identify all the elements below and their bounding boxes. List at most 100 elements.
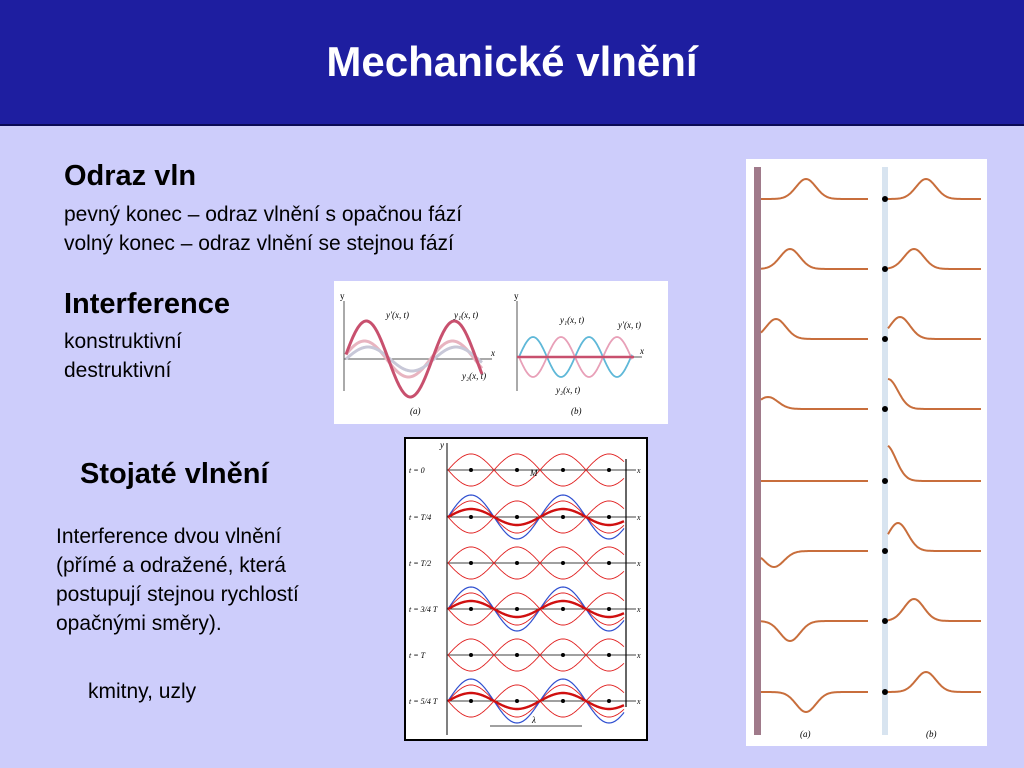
label-sum-a: y′(x, t) (385, 310, 409, 320)
string-fixed-end (761, 177, 868, 200)
free-end-ring (882, 478, 888, 484)
node-dot (515, 468, 519, 472)
standing-axis-x-label: x (636, 466, 641, 475)
standing-wave-figure: y x t = 0 x t = T/4 x t = T/2 x t = 3/4 T x t = T… (404, 437, 648, 741)
string-free-end (887, 597, 981, 622)
wave-incident (447, 546, 625, 580)
wave-incident (447, 684, 625, 718)
wave-reflected (447, 684, 625, 718)
reflection-figure: (a) (b) (746, 159, 987, 746)
wave-reflected (447, 592, 625, 626)
wave-resultant (447, 507, 625, 527)
time-label: t = 0 (409, 466, 425, 475)
node-dot (561, 468, 565, 472)
label-y1-b: y₁(x, t) (559, 315, 584, 325)
standing-desc-line3: postupují stejnou rychlostí (56, 583, 299, 606)
interference-figure: y x y′(x, t) y₁(x, t) y₂(x, t) (a) y x y… (334, 281, 668, 424)
label-y2-b: y₂(x, t) (555, 385, 580, 395)
string-fixed-end (760, 550, 868, 569)
node-dot (561, 699, 565, 703)
caption-a: (a) (410, 406, 421, 416)
wave-resultant-envelope (447, 586, 625, 632)
free-end-ring (882, 336, 888, 342)
node-dot (607, 653, 611, 657)
wave-reflected (447, 638, 625, 672)
wave-incident (447, 638, 625, 672)
wave-resultant-envelope (447, 678, 625, 724)
string-free-end (887, 378, 981, 410)
node-dot (561, 653, 565, 657)
reflection-caption-a: (a) (800, 729, 811, 739)
free-end-ring (882, 406, 888, 412)
standing-axis-x-label: x (636, 697, 641, 706)
node-dot (515, 561, 519, 565)
node-dot (561, 561, 565, 565)
time-label: t = T/4 (409, 513, 431, 522)
wave-incident (447, 453, 625, 487)
node-dot (561, 515, 565, 519)
time-label: t = 3/4 T (409, 605, 438, 614)
interference-item-constructive: konstruktivní (64, 330, 182, 353)
wave-sum-a (344, 319, 484, 399)
free-end-rod (882, 167, 888, 735)
caption-b: (b) (571, 406, 582, 416)
wave-y1-a (344, 339, 484, 379)
string-fixed-end (760, 317, 868, 340)
node-dot (469, 653, 473, 657)
axis-y-label-a: y (340, 291, 345, 301)
standing-rows: x t = 0 x t = T/4 x t = T/2 x t = 3/4 T x t = T x t… (409, 453, 641, 724)
standing-wave-svg: y x t = 0 x t = T/4 x t = T/2 x t = 3/4 T x t = T… (409, 440, 641, 735)
wave-reflected (447, 500, 625, 534)
standing-desc-line1: Interference dvou vlnění (56, 525, 282, 548)
time-label: t = T/2 (409, 559, 431, 568)
interference-item-destructive: destruktivní (64, 359, 172, 382)
wave-incident (447, 592, 625, 626)
string-free-end (887, 315, 981, 340)
reflection-caption-b: (b) (926, 729, 937, 739)
standing-desc-line2: (přímé a odražené, která (56, 554, 286, 577)
node-dot (469, 607, 473, 611)
reflection-heading: Odraz vln (64, 160, 197, 192)
standing-note: kmitny, uzly (88, 680, 197, 703)
label-y1-a: y₁(x, t) (453, 310, 478, 320)
standing-axis-y-label: y (439, 440, 444, 450)
fixed-end-wall (754, 167, 761, 735)
wave-reflected (447, 453, 625, 487)
node-dot (607, 607, 611, 611)
node-dot (607, 561, 611, 565)
standing-axis-x-label: x (636, 651, 641, 660)
point-m-label: M (529, 468, 538, 478)
wave-y2-a (344, 345, 483, 373)
label-y2-a: y₂(x, t) (461, 371, 486, 381)
wave-resultant (447, 691, 625, 711)
label-sum-b: y′(x, t) (617, 320, 641, 330)
wave-resultant-envelope (447, 494, 625, 540)
string-free-end (887, 247, 981, 270)
time-label: t = 5/4 T (409, 697, 438, 706)
node-dot (561, 607, 565, 611)
string-fixed-end (760, 620, 868, 643)
reflection-line-fixed: pevný konec – odraz vlnění s opačnou fáz… (64, 203, 463, 226)
free-end-ring (882, 196, 888, 202)
node-dot (515, 607, 519, 611)
node-dot (607, 468, 611, 472)
standing-axis-x-label: x (636, 559, 641, 568)
string-free-end (888, 177, 981, 200)
wave-reflected (447, 546, 625, 580)
interference-heading: Interference (64, 288, 231, 320)
reflection-svg: (a) (b) (754, 167, 981, 739)
standing-desc-line4: opačnými směry). (56, 612, 222, 635)
node-dot (607, 515, 611, 519)
free-end-ring (882, 618, 888, 624)
node-dot (515, 653, 519, 657)
title-bar: Mechanické vlnění (0, 0, 1024, 126)
node-dot (469, 561, 473, 565)
axis-y-label-b: y (514, 291, 519, 301)
node-dot (469, 468, 473, 472)
string-free-end (888, 670, 981, 693)
free-end-ring (882, 548, 888, 554)
node-dot (515, 699, 519, 703)
interference-figure-svg: y x y′(x, t) y₁(x, t) y₂(x, t) (a) y x y… (340, 291, 644, 416)
reflection-rows (760, 177, 981, 714)
node-dot (607, 699, 611, 703)
